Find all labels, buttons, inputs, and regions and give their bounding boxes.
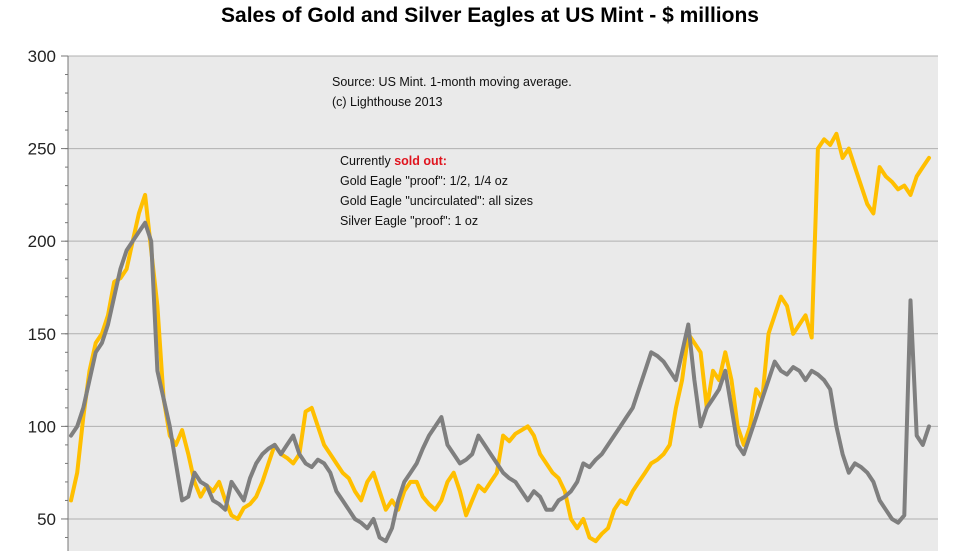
series-line-gold-eagles <box>69 131 931 544</box>
chart-title: Sales of Gold and Silver Eagles at US Mi… <box>221 4 759 27</box>
y-tick-label-150: 150 <box>28 325 56 344</box>
sold-out-item-2: Gold Eagle "uncirculated": all sizes <box>340 194 533 208</box>
series-layer <box>69 131 931 544</box>
grid-lines <box>68 55 938 520</box>
source-annotation: Source: US Mint. 1-month moving average.… <box>332 72 572 112</box>
sold-out-item-1: Gold Eagle "proof": 1/2, 1/4 oz <box>340 174 509 188</box>
sold-out-item-3: Silver Eagle "proof": 1 oz <box>340 214 479 228</box>
y-tick-label-250: 250 <box>28 140 56 159</box>
y-tick-label-200: 200 <box>28 232 56 251</box>
sold-out-annotation: Currently sold out: Gold Eagle "proof": … <box>340 151 533 231</box>
plot-area <box>68 56 938 551</box>
y-tick-label-300: 300 <box>28 47 56 66</box>
y-tick-label-50: 50 <box>37 510 56 529</box>
sold-out-label: sold out: <box>394 154 447 168</box>
y-axis: 50 100 150 200 250 300 <box>28 47 69 551</box>
series-line-silver-eagles <box>69 220 931 544</box>
currently-label: Currently <box>340 154 391 168</box>
copyright-line: (c) Lighthouse 2013 <box>332 95 443 109</box>
sold-out-heading: Currently sold out: <box>340 151 533 171</box>
y-tick-label-100: 100 <box>28 417 56 436</box>
source-line: Source: US Mint. 1-month moving average. <box>332 75 572 89</box>
